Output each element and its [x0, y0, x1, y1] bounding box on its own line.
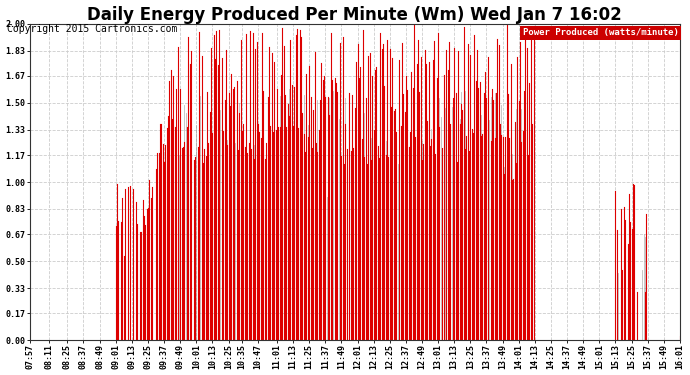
Title: Daily Energy Produced Per Minute (Wm) Wed Jan 7 16:02: Daily Energy Produced Per Minute (Wm) We… — [88, 6, 622, 24]
Text: Copyright 2015 Cartronics.com: Copyright 2015 Cartronics.com — [7, 24, 177, 34]
Text: Power Produced (watts/minute): Power Produced (watts/minute) — [523, 28, 679, 38]
